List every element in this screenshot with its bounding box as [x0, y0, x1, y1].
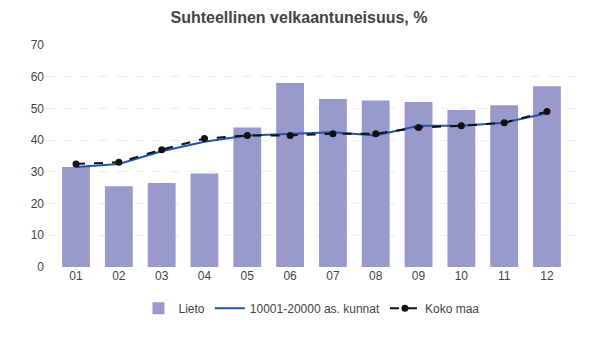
svg-text:20: 20 — [31, 197, 45, 211]
svg-text:60: 60 — [31, 70, 45, 84]
svg-text:11: 11 — [498, 269, 511, 283]
svg-text:06: 06 — [283, 269, 297, 283]
svg-text:10: 10 — [455, 269, 469, 283]
svg-text:05: 05 — [241, 269, 255, 283]
svg-text:10: 10 — [31, 228, 45, 242]
svg-text:Koko maa: Koko maa — [425, 302, 479, 316]
svg-text:09: 09 — [412, 269, 426, 283]
svg-text:08: 08 — [369, 269, 383, 283]
svg-text:Suhteellinen velkaantuneisuus,: Suhteellinen velkaantuneisuus, % — [171, 9, 428, 26]
svg-text:50: 50 — [31, 102, 45, 116]
svg-text:03: 03 — [155, 269, 169, 283]
svg-text:12: 12 — [540, 269, 554, 283]
svg-text:Lieto: Lieto — [179, 302, 205, 316]
svg-text:30: 30 — [31, 165, 45, 179]
svg-text:70: 70 — [31, 38, 45, 52]
svg-text:0: 0 — [37, 260, 44, 274]
svg-text:02: 02 — [112, 269, 126, 283]
svg-text:07: 07 — [326, 269, 340, 283]
svg-text:10001-20000 as. kunnat: 10001-20000 as. kunnat — [250, 302, 380, 316]
svg-text:40: 40 — [31, 133, 45, 147]
svg-text:04: 04 — [198, 269, 212, 283]
svg-text:01: 01 — [69, 269, 83, 283]
